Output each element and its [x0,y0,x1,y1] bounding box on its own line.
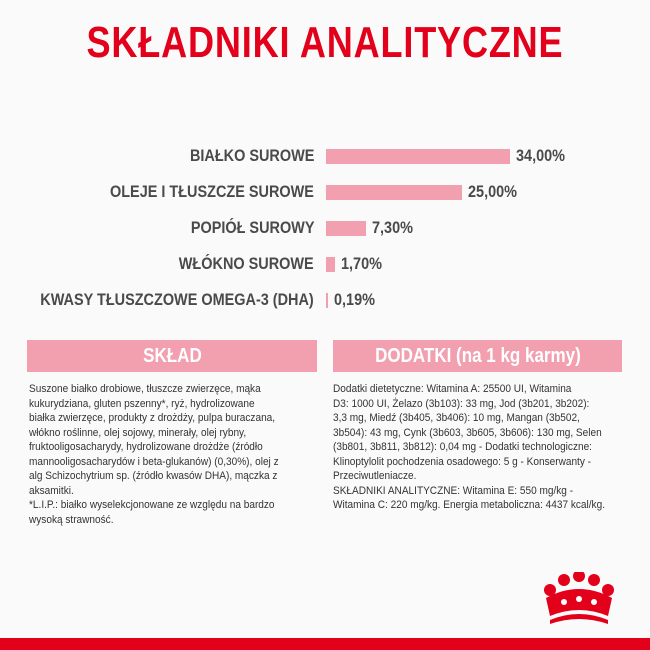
text-line: 3,3 mg, Miedź (3b405, 3b406): 10 mg, Man… [333,412,580,424]
chart-row: POPIÓŁ SUROWY 7,30% [0,216,650,240]
category-label: WŁÓKNO SUROWE [179,254,314,273]
category-label: OLEJE I TŁUSZCZE SUROWE [110,182,314,201]
value-label: 0,19% [333,290,375,309]
text-line: Witamina C: 220 mg/kg. Energia metabolic… [333,499,605,511]
chart-row: BIAŁKO SUROWE 34,00% [0,144,650,168]
text-line: 3b504): 43 mg, Cynk (3b603, 3b605, 3b606… [333,426,602,439]
bar [326,221,366,236]
text-line: białka zwierzęce, produkty z drożdży, pu… [29,412,276,424]
text-line: Dodatki dietetyczne: Witamina A: 25500 U… [333,383,572,395]
chart-row: KWASY TŁUSZCZOWE OMEGA-3 (DHA) 0,19% [0,288,650,312]
royal-canin-crown-icon [544,572,614,624]
text-line: D3: 1000 UI, Żelazo (3b103): 33 mg, Jod … [333,397,590,410]
category-label: POPIÓŁ SUROWY [190,218,314,237]
text-line: włókno roślinne, olej sojowy, minerały, … [29,426,247,439]
category-label: BIAŁKO SUROWE [189,146,314,165]
dodatki-text: Dodatki dietetyczne: Witamina A: 25500 U… [333,382,605,513]
value-label: 1,70% [341,254,383,273]
bar [326,185,462,200]
page-title: SKŁADNIKI ANALITYCZNE [86,18,564,67]
text-line: mannooligosacharydów i beta-glukanów) (0… [29,455,279,468]
chart-row: WŁÓKNO SUROWE 1,70% [0,252,650,276]
text-line: *L.I.P.: białko wyselekcjonowane ze wzgl… [29,499,275,511]
text-line: (3b801, 3b811, 3b812): 0,04 mg - Dodatki… [333,441,592,453]
dodatki-header: DODATKI (na 1 kg karmy) [333,340,622,372]
sklad-header-label: SKŁAD [142,345,202,367]
text-line: SKŁADNIKI ANALITYCZNE: Witamina E: 550 m… [333,484,574,497]
text-line: Klinoptylolit pochodzenia osadowego: 5 g… [333,455,592,468]
text-line: wysoką strawność. [29,513,114,526]
sklad-text: Suszone białko drobiowe, tłuszcze zwierz… [29,382,279,527]
text-line: alg Schizochytrium sp. (źródło kwasów DH… [29,470,278,482]
text-line: aksamitki. [29,484,74,497]
value-label: 34,00% [516,146,566,165]
bar [326,257,336,272]
text-line: fruktooligosacharydy, hydrolizowane droż… [29,441,263,453]
value-label: 7,30% [371,218,413,237]
bar [326,293,328,308]
text-line: Suszone białko drobiowe, tłuszcze zwierz… [29,383,261,395]
sklad-header: SKŁAD [27,340,317,372]
dodatki-header-label: DODATKI (na 1 kg karmy) [374,345,581,367]
text-line: kukurydziana, gluten pszenny*, ryż, hydr… [29,397,255,410]
chart-row: OLEJE I TŁUSZCZE SUROWE 25,00% [0,180,650,204]
value-label: 25,00% [467,182,517,201]
category-label: KWASY TŁUSZCZOWE OMEGA-3 (DHA) [40,290,314,309]
footer-red-bar [0,638,650,650]
text-line: Przeciwutleniacze. [333,470,417,482]
bar [326,149,511,164]
